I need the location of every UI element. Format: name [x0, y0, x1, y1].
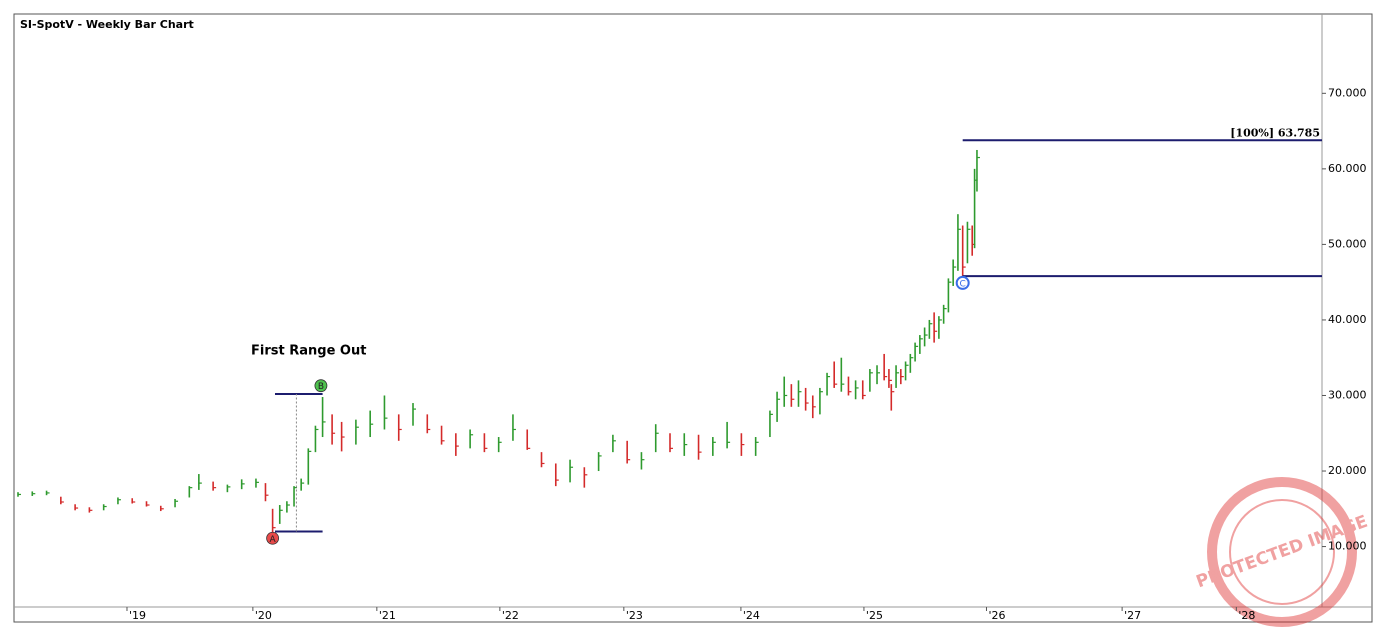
pivot-label: C: [960, 279, 966, 289]
pivot-marker: [955, 275, 970, 290]
y-tick-label: 50.000: [1328, 237, 1367, 250]
pivot-marker: [314, 379, 328, 393]
chart-frame: [13, 13, 1373, 623]
y-tick-label: 20.000: [1328, 464, 1367, 477]
x-tick-label: '28: [1238, 609, 1255, 622]
x-tick-label: '22: [502, 609, 519, 622]
watermark-ring: [1207, 477, 1357, 627]
pivot-marker: [266, 531, 280, 545]
x-tick-label: '20: [255, 609, 272, 622]
pivot-label: A: [270, 535, 277, 545]
pivot-label: B: [318, 382, 324, 392]
x-tick-label: '24: [743, 609, 760, 622]
x-tick-label: '19: [129, 609, 146, 622]
annotation: First Range Out: [251, 344, 366, 359]
x-tick-label: '25: [866, 609, 883, 622]
y-tick-label: 10.000: [1328, 540, 1367, 553]
watermark-ring: [1229, 499, 1335, 605]
level-label: [100%] 63.785: [1230, 126, 1320, 139]
y-tick-label: 70.000: [1328, 86, 1367, 99]
y-tick-label: 30.000: [1328, 388, 1367, 401]
y-tick-label: 40.000: [1328, 313, 1367, 326]
chart-title: SI-SpotV - Weekly Bar Chart: [20, 18, 194, 31]
x-tick-label: '27: [1124, 609, 1141, 622]
x-tick-label: '23: [626, 609, 643, 622]
x-tick-label: '21: [379, 609, 396, 622]
y-tick-label: 60.000: [1328, 162, 1367, 175]
x-tick-label: '26: [988, 609, 1005, 622]
